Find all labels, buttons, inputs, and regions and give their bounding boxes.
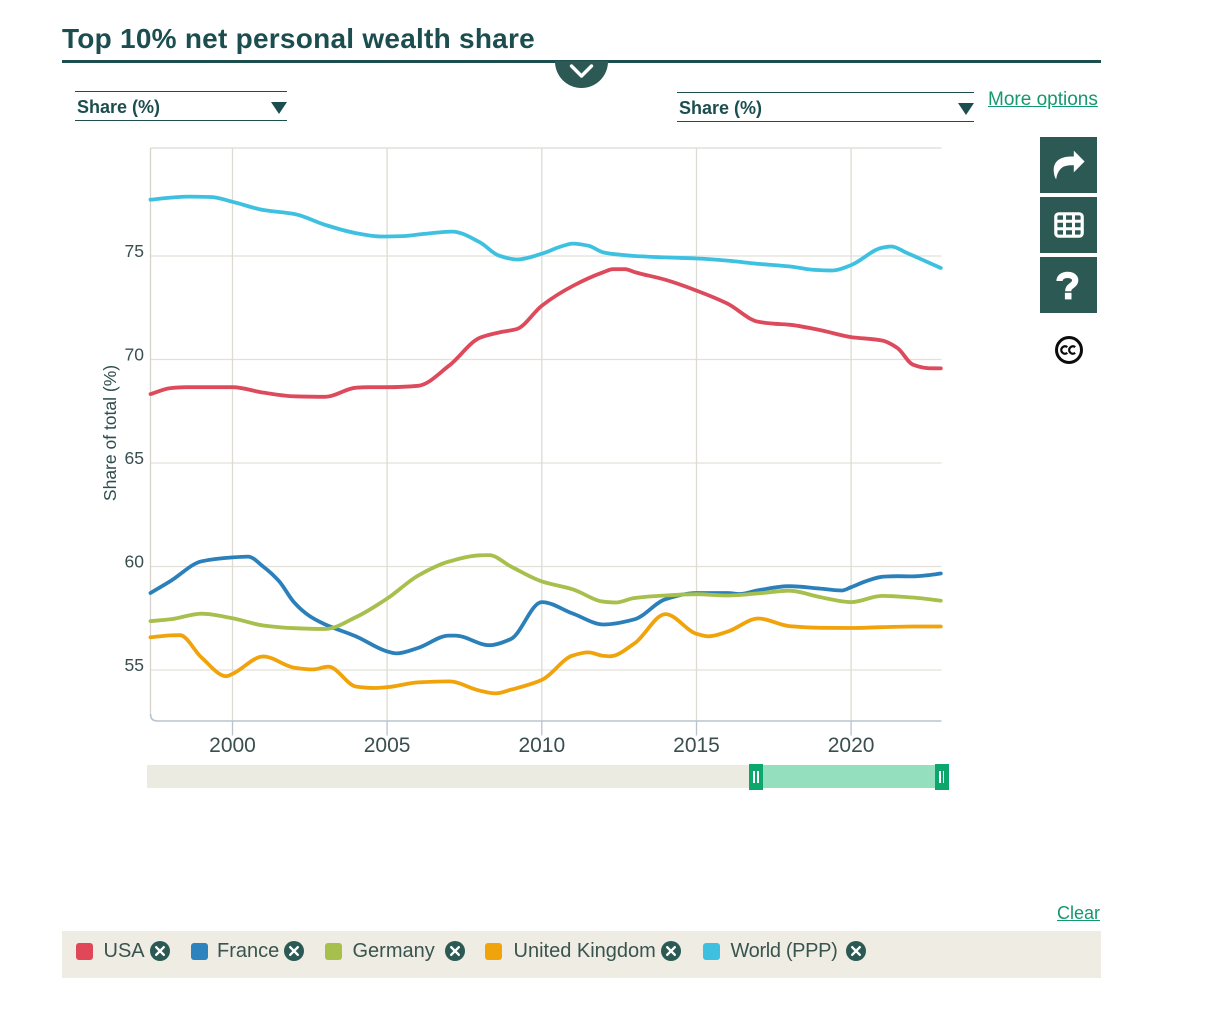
svg-text:Share of total (%): Share of total (%)	[100, 365, 120, 501]
svg-text:65: 65	[125, 448, 144, 468]
svg-text:2020: 2020	[828, 734, 875, 757]
svg-text:70: 70	[125, 345, 145, 365]
svg-text:2005: 2005	[364, 734, 411, 757]
svg-text:2010: 2010	[518, 734, 565, 757]
svg-text:55: 55	[125, 655, 144, 675]
svg-text:60: 60	[125, 552, 145, 572]
svg-text:2000: 2000	[209, 734, 256, 757]
svg-text:75: 75	[125, 241, 144, 261]
svg-text:2015: 2015	[673, 734, 720, 757]
